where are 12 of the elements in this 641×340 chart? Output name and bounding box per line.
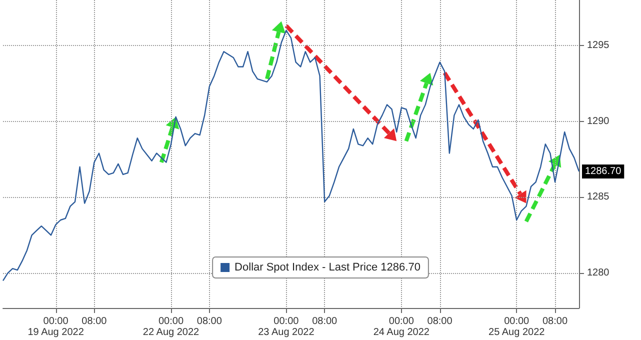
x-tick-label: 08:00 <box>427 316 453 327</box>
annotation: 1286.70 <box>585 166 622 177</box>
x-tick-label: 08:00 <box>196 316 222 327</box>
y-tick-label: 1290 <box>587 116 610 127</box>
x-tick-label: 08:00 <box>312 316 338 327</box>
y-tick-label: 1295 <box>587 40 610 52</box>
x-tick-label: 08:00 <box>82 316 108 327</box>
y-tick-label: 1285 <box>587 192 610 203</box>
y-tick-label: 1280 <box>587 268 610 279</box>
x-tick-label: 08:00 <box>542 316 568 327</box>
line-series <box>2 30 580 282</box>
legend-label: Dollar Spot Index - Last Price 1286.70 <box>234 262 420 274</box>
